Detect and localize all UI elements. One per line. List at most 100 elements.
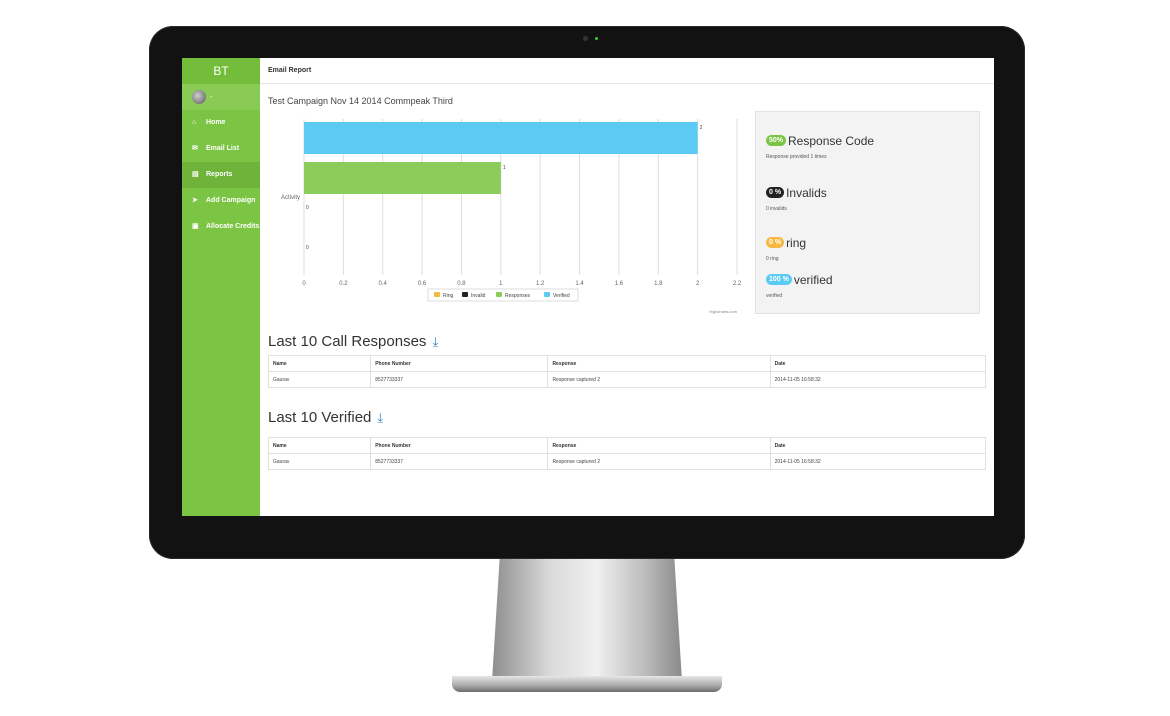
- verified-table: Name Phone Number Response Date Gaurav 852773…: [267, 437, 987, 470]
- column-header: Date: [769, 437, 987, 454]
- column-header: Name: [267, 437, 372, 454]
- data-label: 1: [503, 165, 506, 171]
- column-header: Response: [547, 437, 771, 454]
- table-cell: 8527733337: [370, 371, 549, 388]
- tick-label: 0: [302, 281, 306, 287]
- user-profile[interactable]: -: [182, 84, 260, 110]
- tick-label: 0.6: [418, 281, 427, 287]
- legend-item: Invalid: [471, 293, 486, 299]
- tick-label: 0.8: [457, 281, 466, 287]
- activity-chart: 0 0.2 0.4 0.6 0.8 1 1.2 1.4 1.6 1.8 2 2.2 Activity 2 1…: [268, 113, 744, 318]
- tick-label: 2.2: [733, 281, 742, 287]
- file-icon: ▤: [192, 171, 199, 178]
- avatar: [192, 90, 206, 104]
- tick-label: 2: [696, 281, 700, 287]
- screen: BT - ⌂ Home ✉ Email List ▤ Reports ➤ Add Campai…: [182, 58, 994, 516]
- profile-name: -: [210, 93, 213, 101]
- stat-item: 100 % verified verified: [766, 271, 833, 299]
- sidebar-item-label: Allocate Credits: [206, 223, 260, 230]
- sidebar-item-home[interactable]: ⌂ Home: [182, 110, 260, 136]
- status-badge: 0 %: [766, 187, 785, 199]
- sidebar-item-label: Add Campaign: [206, 197, 256, 204]
- data-label: 2: [700, 125, 703, 131]
- chart-credit: Highcharts.com: [709, 309, 737, 314]
- column-header: Response: [547, 355, 771, 372]
- legend-item: Responses: [505, 293, 531, 299]
- category-label: Activity: [281, 195, 300, 201]
- chart-svg: 0 0.2 0.4 0.6 0.8 1 1.2 1.4 1.6 1.8 2 2.2 Activity 2 1…: [281, 119, 742, 314]
- table-cell: Gaurav: [267, 371, 372, 388]
- stat-label: ring: [786, 235, 807, 250]
- tick-label: 1.8: [654, 281, 663, 287]
- column-header: Date: [769, 355, 987, 372]
- sidebar-item-add-campaign[interactable]: ➤ Add Campaign: [182, 188, 260, 214]
- table-cell: 2014-11-05 16:58:32: [769, 453, 987, 470]
- table-cell: Response captured 2: [547, 453, 771, 470]
- stat-item: 0 % ring 0 ring: [766, 234, 806, 262]
- stat-item: 50% Response Code Response provided 1 time…: [766, 132, 874, 160]
- tick-label: 0.2: [339, 281, 348, 287]
- stat-subtext: 0 ring: [766, 256, 779, 262]
- home-icon: ⌂: [192, 119, 197, 126]
- tick-label: 1.4: [575, 281, 584, 287]
- verified-heading: Last 10 Verified ⤓: [268, 409, 383, 426]
- data-label: 0: [306, 245, 309, 251]
- table-cell: Gaurav: [267, 453, 372, 470]
- webcam-led: [595, 37, 598, 40]
- brand-logo[interactable]: BT: [182, 58, 260, 84]
- stat-label: Response Code: [788, 133, 875, 148]
- table-row[interactable]: Gaurav 8527733337 Response captured 2 2014-…: [267, 371, 987, 388]
- sidebar: BT - ⌂ Home ✉ Email List ▤ Reports ➤ Add Campai…: [182, 58, 260, 516]
- table-header-row: Name Phone Number Response Date: [267, 437, 987, 454]
- responses-heading: Last 10 Call Responses ⤓: [268, 333, 438, 350]
- legend-swatch: [496, 292, 502, 297]
- bullhorn-icon: ➤: [192, 197, 198, 204]
- webcam: [583, 36, 588, 41]
- table-cell: 2014-11-05 16:58:32: [769, 371, 987, 388]
- legend-swatch: [544, 292, 550, 297]
- sidebar-item-allocate-credits[interactable]: ▣ Allocate Credits: [182, 214, 260, 240]
- data-label: 0: [306, 205, 309, 211]
- sidebar-item-label: Home: [206, 119, 226, 126]
- tick-label: 1.2: [536, 281, 545, 287]
- legend-swatch: [462, 292, 468, 297]
- sidebar-item-label: Email List: [206, 145, 240, 152]
- bar-verified: [304, 122, 698, 154]
- stats-panel: 50% Response Code Response provided 1 time…: [755, 111, 980, 314]
- legend-item: Ring: [443, 293, 454, 299]
- page-title: Email Report: [260, 58, 994, 84]
- stat-item: 0 % Invalids 0 invalids: [766, 184, 827, 212]
- responses-title: Last 10 Call Responses: [268, 333, 427, 350]
- tick-label: 0.4: [379, 281, 388, 287]
- bar-responses: [304, 162, 501, 194]
- legend-swatch: [434, 292, 440, 297]
- stat-label: Invalids: [786, 185, 827, 200]
- status-badge: 100 %: [766, 274, 792, 286]
- status-badge: 50%: [766, 135, 787, 147]
- status-badge: 0 %: [766, 237, 785, 249]
- legend-item: Verified: [553, 293, 570, 299]
- main-content: Email Report Test Campaign Nov 14 2014 C…: [260, 58, 994, 516]
- stat-label: verified: [793, 272, 833, 287]
- tick-label: 1: [499, 281, 503, 287]
- sidebar-nav: ⌂ Home ✉ Email List ▤ Reports ➤ Add Campaign ▣ Al…: [182, 110, 260, 240]
- stat-subtext: 0 invalids: [766, 206, 787, 212]
- monitor-base: [452, 676, 722, 692]
- stat-subtext: verified: [766, 293, 783, 299]
- tick-label: 1.6: [615, 281, 624, 287]
- download-icon[interactable]: ⤓: [432, 333, 439, 349]
- campaign-title: Test Campaign Nov 14 2014 Commpeak Third: [268, 96, 453, 106]
- download-icon[interactable]: ⤓: [377, 409, 384, 425]
- sidebar-item-label: Reports: [206, 171, 233, 178]
- table-header-row: Name Phone Number Response Date: [267, 355, 987, 372]
- table-cell: 8527733337: [370, 453, 549, 470]
- table-row[interactable]: Gaurav 8527733337 Response captured 2 2014-…: [267, 453, 987, 470]
- verified-title: Last 10 Verified: [268, 409, 372, 426]
- table-cell: Response captured 2: [547, 371, 771, 388]
- envelope-icon: ✉: [192, 145, 198, 152]
- sidebar-item-email-list[interactable]: ✉ Email List: [182, 136, 260, 162]
- column-header: Name: [267, 355, 372, 372]
- monitor-stand: [492, 559, 682, 681]
- sidebar-item-reports[interactable]: ▤ Reports: [182, 162, 260, 188]
- stat-subtext: Response provided 1 times: [766, 154, 827, 160]
